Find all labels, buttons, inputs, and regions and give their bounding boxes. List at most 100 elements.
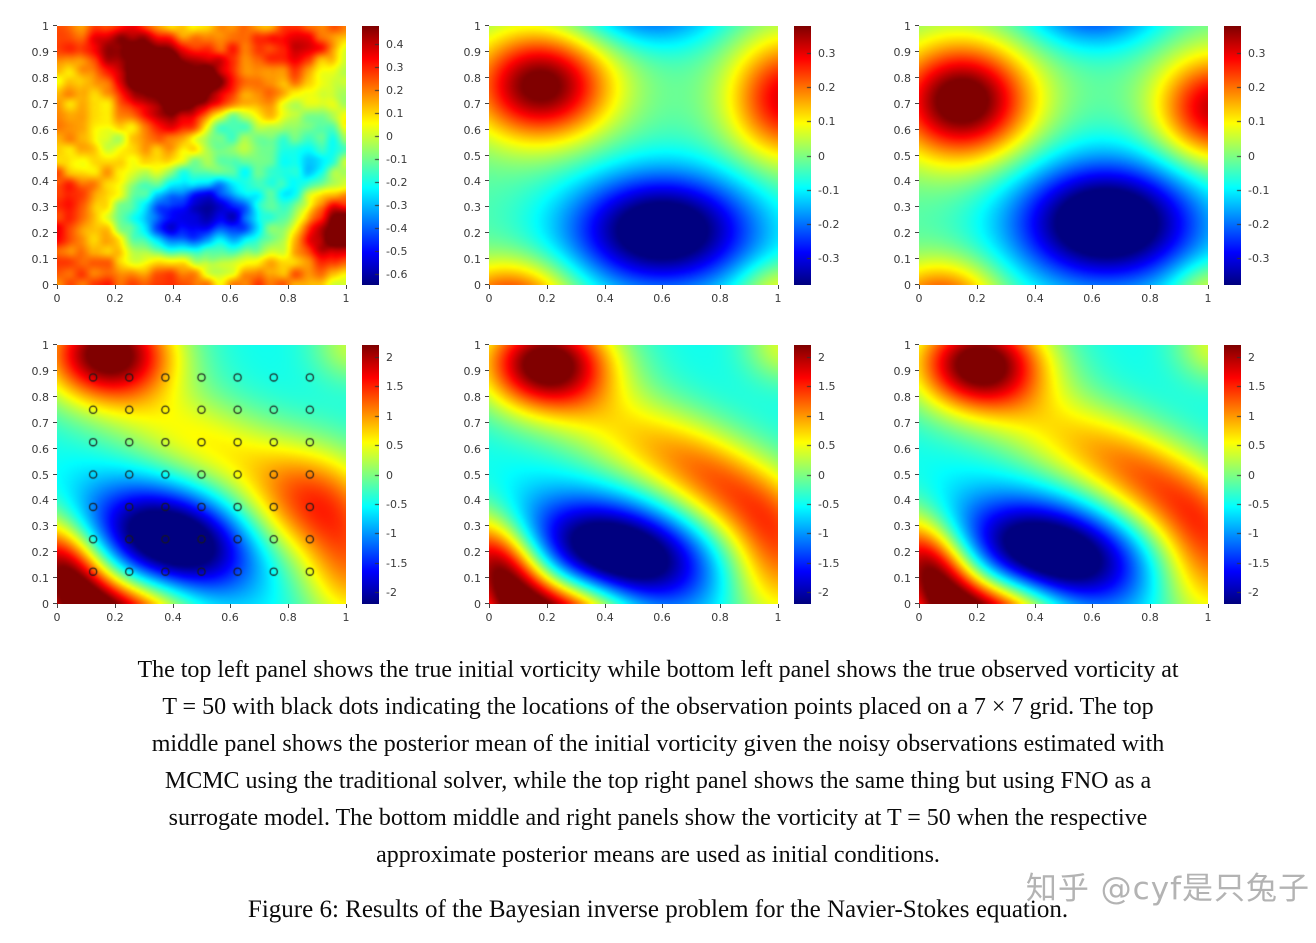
axis-tick [485,258,489,259]
y-tick-label: 0.6 [893,443,912,456]
axis-tick [230,604,231,608]
colorbar-tick-label: 2 [386,351,393,364]
axis-tick [915,396,919,397]
y-tick-label: 0.5 [893,150,912,163]
colorbar-tick-label: 1 [386,410,393,423]
panel-top-left: 0 0.1 0.2 0.3 0.4 0.5 0.6 0.7 0.8 0.9 1 0 0.2 0.4 0.6 0… [32,21,419,315]
axis-tick [915,129,919,130]
y-tick-label: 0.2 [463,546,482,559]
y-tick-label: 0 [904,279,911,292]
heatmap-top-right [919,26,1208,285]
axis-tick [57,285,58,289]
colorbar-tick-label: 1 [818,410,825,423]
colorbar-tick-label: 1.5 [1248,380,1266,393]
y-tick-label: 0.3 [463,520,482,533]
y-tick-label: 0.8 [893,72,912,85]
colorbar-top-right [1224,26,1241,285]
axis-tick [489,604,490,608]
y-tick-label: 0.7 [893,98,912,111]
axis-tick [53,499,57,500]
y-tick-label: 0.1 [463,572,482,585]
colorbar-tick-label: -1.5 [1248,557,1270,570]
y-tick-label: 0.3 [893,201,912,214]
x-tick-label: 0.2 [538,611,556,624]
x-tick-label: 0.2 [538,292,556,305]
y-tick-label: 1 [904,20,911,33]
axis-tick [53,155,57,156]
x-tick-label: 0.4 [1026,611,1044,624]
y-tick-label: 0 [42,279,49,292]
axis-tick [346,604,347,608]
y-tick-label: 0.2 [463,227,482,240]
colorbar-tick-label: 0.1 [818,115,836,128]
panel-bottom-right: 0 0.1 0.2 0.3 0.4 0.5 0.6 0.7 0.8 0.9 1 0 0.2 0.4 0.6 0… [894,340,1281,634]
axis-tick [53,232,57,233]
x-tick-label: 0 [485,611,493,624]
y-tick-label: 0.6 [31,124,50,137]
y-tick-label: 0.1 [31,572,50,585]
y-tick-label: 0.6 [463,124,482,137]
panel-bottom-middle: 0 0.1 0.2 0.3 0.4 0.5 0.6 0.7 0.8 0.9 1 0 0.2 0.4 0.6 0… [464,340,851,634]
colorbar-tick-label: 0 [818,469,825,482]
x-tick-label: 0.8 [711,292,729,305]
colorbar-tick-label: 0.2 [386,84,404,97]
y-tick-label: 0.9 [31,46,50,59]
axis-tick [605,285,606,289]
y-tick-label: 0.7 [893,417,912,430]
y-tick-label: 0.2 [31,546,50,559]
axis-tick [1092,285,1093,289]
colorbar-top-left [362,26,379,285]
axis-tick [1208,285,1209,289]
y-tick-label: 1 [474,20,481,33]
x-tick-label: 1 [1204,611,1212,624]
y-tick-label: 0.1 [463,253,482,266]
axis-tick [53,25,57,26]
y-tick-label: 0.4 [893,494,912,507]
x-tick-label: 0 [915,611,923,624]
y-tick-label: 0.1 [893,253,912,266]
axis-tick [1035,285,1036,289]
colorbar-tick-label: -1.5 [818,557,840,570]
colorbar-tick-label: 1.5 [386,380,404,393]
colorbar-tick-label: 1.5 [818,380,836,393]
y-tick-label: 0.4 [31,494,50,507]
y-tick-label: 0.9 [463,365,482,378]
y-tick-label: 0.7 [31,98,50,111]
axis-tick [915,448,919,449]
caption-line-2: T = 50 with black dots indicating the lo… [162,694,1154,720]
axis-tick [485,129,489,130]
axis-tick [485,206,489,207]
axis-tick [485,448,489,449]
axis-tick [915,344,919,345]
y-tick-label: 0.2 [893,227,912,240]
axis-tick [53,284,57,285]
axis-tick [53,51,57,52]
axis-tick [547,604,548,608]
colorbar-tick-label: 2 [1248,351,1255,364]
y-tick-label: 0.3 [463,201,482,214]
axis-tick [53,77,57,78]
axis-tick [720,604,721,608]
colorbar-tick-label: -0.1 [386,153,408,166]
x-tick-label: 0.4 [164,611,182,624]
x-tick-label: 0.6 [653,292,671,305]
axis-tick [662,285,663,289]
x-tick-label: 0.2 [968,611,986,624]
axis-tick [1092,604,1093,608]
heatmap-bottom-left [57,345,346,604]
y-tick-label: 0.4 [463,494,482,507]
axis-tick [919,285,920,289]
x-tick-label: 0.2 [968,292,986,305]
x-tick-label: 0.8 [279,611,297,624]
colorbar-tick-label: 0.5 [386,439,404,452]
axis-tick [288,285,289,289]
x-tick-label: 0.8 [279,292,297,305]
axis-tick [915,51,919,52]
colorbar-tick-label: 0 [386,130,393,143]
x-tick-label: 0.2 [106,611,124,624]
axis-tick [485,474,489,475]
axis-tick [778,285,779,289]
caption-line-5: surrogate model. The bottom middle and r… [168,805,1148,831]
y-tick-label: 0.6 [31,443,50,456]
